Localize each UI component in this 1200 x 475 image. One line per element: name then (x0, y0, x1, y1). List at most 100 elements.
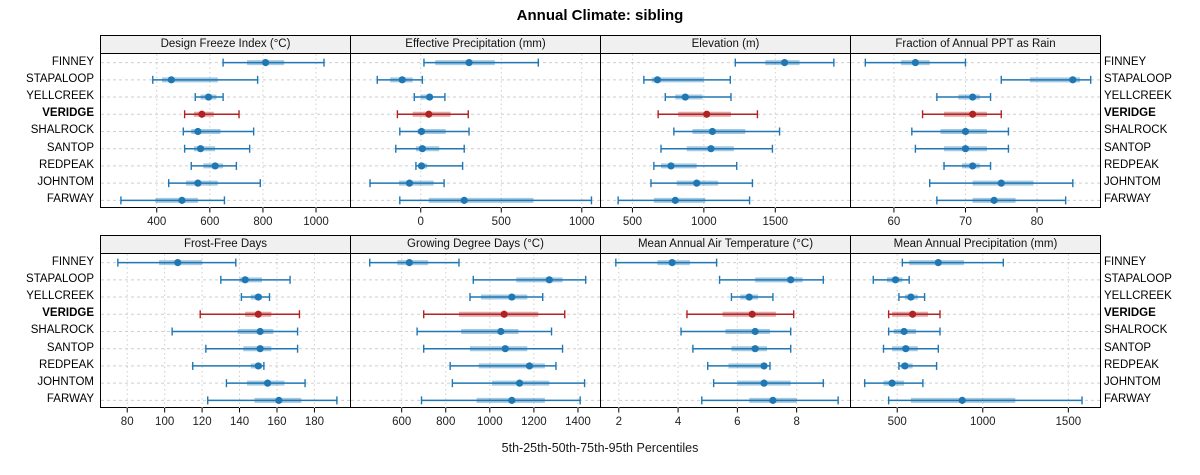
svg-text:600: 600 (392, 416, 411, 428)
site-label-left-redpeak: REDPEAK (39, 358, 94, 371)
svg-text:500: 500 (492, 216, 511, 228)
site-label-right-santop: SANTOP (1104, 141, 1152, 154)
svg-text:1000: 1000 (303, 216, 329, 228)
panel-header-effective-precipitation-mm: Effective Precipitation (mm) (351, 36, 600, 54)
svg-text:1500: 1500 (762, 216, 788, 228)
svg-text:160: 160 (267, 416, 286, 428)
series-johntom (650, 179, 754, 188)
series-yellcreek (469, 293, 544, 302)
series-farway (617, 196, 751, 205)
series-johntom (167, 179, 261, 188)
panel-frost-free-days: Frost-Free Days (100, 235, 351, 409)
site-label-right-johntom: JOHNTOM (1104, 376, 1161, 389)
series-redpeak (653, 161, 738, 170)
series-johntom (451, 379, 586, 388)
svg-text:140: 140 (230, 416, 249, 428)
panel-header-elevation-m: Elevation (m) (601, 36, 850, 54)
site-label-left-yellcreek: YELLCREEK (26, 290, 94, 303)
site-label-left-santop: SANTOP (46, 141, 94, 154)
panel-mean-annual-precipitation-mm: Mean Annual Precipitation (mm) (850, 235, 1101, 409)
series-finney (734, 58, 835, 67)
svg-text:80: 80 (121, 416, 134, 428)
panel-axis-design-freeze-index-c: 400 600 800 1000 (147, 208, 329, 228)
svg-text:180: 180 (305, 416, 324, 428)
panel-header-frost-free-days: Frost-Free Days (101, 236, 350, 254)
svg-text:0: 0 (418, 216, 424, 228)
series-veridge (921, 110, 1002, 119)
svg-text:1000: 1000 (691, 216, 717, 228)
series-santop (205, 344, 299, 353)
site-label-right-redpeak: REDPEAK (1104, 158, 1159, 171)
series-yellcreek (240, 293, 271, 302)
site-label-right-yellcreek: YELLCREEK (1104, 290, 1172, 303)
site-label-right-johntom: JOHNTOM (1104, 176, 1161, 189)
site-label-right-finney: FINNEY (1104, 55, 1147, 68)
svg-text:800: 800 (253, 216, 272, 228)
series-farway (399, 196, 593, 205)
panel-axis-mean-annual-precipitation-mm: 500 1000 1500 (888, 408, 1082, 428)
series-santop (183, 144, 251, 153)
series-yellcreek (413, 93, 446, 102)
series-santop (914, 144, 1010, 153)
panel-plot-fraction-of-annual-ppt-as-rain (851, 54, 1100, 209)
panel-axis-mean-annual-air-temperature-c: 2 4 6 8 (616, 408, 800, 428)
series-yellcreek (898, 293, 926, 302)
svg-text:2: 2 (616, 416, 622, 428)
site-label-right-veridge: VERIDGE (1104, 307, 1156, 320)
panel-mean-annual-air-temperature-c: Mean Annual Air Temperature (°C) (600, 235, 851, 409)
site-label-left-stapaloop: STAPALOOP (26, 272, 94, 285)
series-shalrock (416, 327, 553, 336)
panel-design-freeze-index-c: Design Freeze Index (°C) (100, 35, 351, 209)
panel-plot-mean-annual-precipitation-mm (851, 254, 1100, 409)
series-finney (117, 258, 237, 267)
panel-elevation-m: Elevation (m) (600, 35, 851, 209)
series-stapaloop (220, 275, 291, 284)
site-label-left-veridge: VERIDGE (42, 307, 94, 320)
panel-fraction-of-annual-ppt-as-rain: Fraction of Annual PPT as Rain (850, 35, 1101, 209)
svg-text:80: 80 (1031, 216, 1044, 228)
panel-plot-effective-precipitation-mm (351, 54, 600, 209)
series-finney (222, 58, 325, 67)
series-finney (369, 258, 460, 267)
panel-axis-frost-free-days: 80 100 120 140 160 180 (121, 408, 324, 428)
svg-text:1500: 1500 (1056, 416, 1082, 428)
series-shalrock (399, 127, 470, 136)
site-label-right-redpeak: REDPEAK (1104, 358, 1159, 371)
svg-text:4: 4 (675, 416, 682, 428)
series-shalrock (171, 327, 299, 336)
site-label-left-farway: FARWAY (46, 393, 94, 406)
percentile-caption: 5th-25th-50th-75th-95th Percentiles (501, 441, 699, 455)
series-stapaloop (643, 75, 731, 84)
site-label-right-yellcreek: YELLCREEK (1104, 90, 1172, 103)
site-label-left-johntom: JOHNTOM (37, 176, 94, 189)
svg-text:500: 500 (888, 416, 907, 428)
site-label-right-shalrock: SHALROCK (1104, 124, 1168, 137)
site-label-right-stapaloop: STAPALOOP (1104, 272, 1172, 285)
site-label-left-stapaloop: STAPALOOP (26, 72, 94, 85)
series-johntom (929, 179, 1074, 188)
site-label-left-shalrock: SHALROCK (30, 324, 94, 337)
site-label-left-finney: FINNEY (51, 255, 94, 268)
series-stapaloop (718, 275, 825, 284)
series-johntom (863, 379, 924, 388)
panel-axis-fraction-of-annual-ppt-as-rain: 60 70 80 (888, 208, 1044, 228)
series-yellcreek (194, 93, 224, 102)
series-stapaloop (872, 275, 910, 284)
series-finney (615, 258, 718, 267)
panel-axis-effective-precipitation-mm: 0 500 1000 (418, 208, 595, 228)
panel-header-fraction-of-annual-ppt-as-rain: Fraction of Annual PPT as Rain (851, 36, 1100, 54)
site-label-left-redpeak: REDPEAK (39, 158, 94, 171)
series-finney (901, 258, 1005, 267)
svg-text:400: 400 (147, 216, 166, 228)
series-redpeak (449, 361, 557, 370)
series-santop (660, 144, 774, 153)
site-label-left-veridge: VERIDGE (42, 107, 94, 120)
series-finney (423, 58, 540, 67)
series-farway (207, 396, 338, 405)
svg-text:500: 500 (623, 216, 642, 228)
series-redpeak (943, 161, 992, 170)
series-shalrock (911, 127, 1010, 136)
panel-plot-growing-degree-days-c (351, 254, 600, 409)
series-johntom (225, 379, 306, 388)
